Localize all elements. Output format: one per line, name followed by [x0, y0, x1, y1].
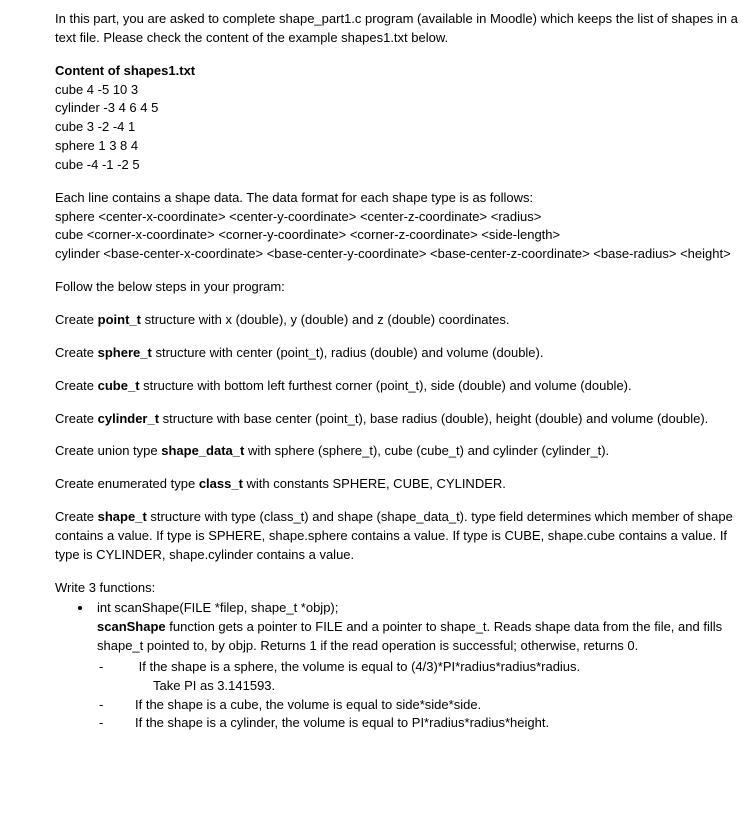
functions-heading: Write 3 functions:	[55, 579, 745, 598]
file-line: cube 4 -5 10 3	[55, 81, 745, 100]
file-line: cube -4 -1 -2 5	[55, 156, 745, 175]
format-lines-block: sphere <center-x-coordinate> <center-y-c…	[55, 208, 745, 265]
step-paragraph: Create shape_t structure with type (clas…	[55, 508, 745, 565]
step-bold-term: cylinder_t	[98, 411, 159, 426]
step-paragraph: Create cube_t structure with bottom left…	[55, 377, 745, 396]
file-line: cylinder -3 4 6 4 5	[55, 99, 745, 118]
follow-steps: Follow the below steps in your program:	[55, 278, 745, 297]
step-bold-term: sphere_t	[98, 345, 152, 360]
file-line: sphere 1 3 8 4	[55, 137, 745, 156]
format-line: sphere <center-x-coordinate> <center-y-c…	[55, 208, 745, 227]
function-signature: int scanShape(FILE *filep, shape_t *objp…	[97, 599, 745, 618]
step-bold-term: class_t	[199, 476, 243, 491]
step-bold-term: point_t	[98, 312, 141, 327]
format-line: cube <corner-x-coordinate> <corner-y-coo…	[55, 226, 745, 245]
step-paragraph: Create sphere_t structure with center (p…	[55, 344, 745, 363]
file-content-block: cube 4 -5 10 3cylinder -3 4 6 4 5cube 3 …	[55, 81, 745, 175]
sub-item-indent: Take PI as 3.141593.	[135, 677, 745, 696]
content-heading: Content of shapes1.txt	[55, 62, 745, 81]
step-bold-term: shape_data_t	[161, 443, 244, 458]
format-line: cylinder <base-center-x-coordinate> <bas…	[55, 245, 745, 264]
format-intro: Each line contains a shape data. The dat…	[55, 189, 745, 208]
step-paragraph: Create enumerated type class_t with cons…	[55, 475, 745, 494]
file-line: cube 3 -2 -4 1	[55, 118, 745, 137]
function-desc-text: function gets a pointer to FILE and a po…	[97, 619, 722, 653]
document-page: In this part, you are asked to complete …	[0, 0, 745, 825]
sub-item: If the shape is a cylinder, the volume i…	[117, 714, 745, 733]
steps-block: Create point_t structure with x (double)…	[55, 311, 745, 565]
step-paragraph: Create cylinder_t structure with base ce…	[55, 410, 745, 429]
step-paragraph: Create point_t structure with x (double)…	[55, 311, 745, 330]
function-sublist: If the shape is a sphere, the volume is …	[97, 658, 745, 733]
step-paragraph: Create union type shape_data_t with sphe…	[55, 442, 745, 461]
intro-paragraph: In this part, you are asked to complete …	[55, 10, 745, 48]
step-bold-term: shape_t	[98, 509, 147, 524]
sub-item: If the shape is a sphere, the volume is …	[117, 658, 745, 696]
function-description: scanShape function gets a pointer to FIL…	[97, 618, 745, 656]
function-item: int scanShape(FILE *filep, shape_t *objp…	[93, 599, 745, 733]
functions-list: int scanShape(FILE *filep, shape_t *objp…	[55, 599, 745, 733]
sub-item: If the shape is a cube, the volume is eq…	[117, 696, 745, 715]
function-name-bold: scanShape	[97, 619, 166, 634]
step-bold-term: cube_t	[98, 378, 140, 393]
